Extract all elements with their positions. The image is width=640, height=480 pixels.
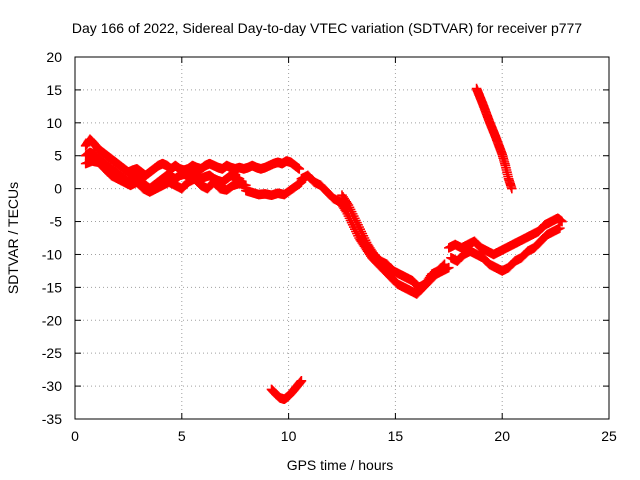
data-series — [446, 223, 565, 276]
y-tick-label: -30 — [42, 378, 62, 394]
y-axis-label: SDTVAR / TECUs — [5, 182, 21, 294]
data-point — [557, 216, 567, 227]
y-tick-label: -5 — [50, 214, 63, 230]
x-tick-label: 10 — [281, 428, 297, 444]
data-series — [241, 177, 307, 201]
y-tick-label: 0 — [54, 181, 62, 197]
chart-title: Day 166 of 2022, Sidereal Day-to-day VTE… — [72, 20, 582, 36]
y-tick-label: 15 — [46, 82, 62, 98]
data-series — [444, 213, 567, 260]
data-point — [555, 223, 565, 233]
x-tick-label: 5 — [178, 428, 186, 444]
y-tick-label: -25 — [42, 345, 62, 361]
data-series — [80, 134, 305, 181]
y-tick-label: -35 — [42, 411, 62, 427]
grid-layer — [75, 57, 609, 419]
data-point — [438, 260, 449, 271]
y-tick-label: 20 — [46, 49, 62, 65]
plot-frame — [74, 56, 610, 420]
data-point — [294, 164, 305, 174]
x-tick-label: 25 — [601, 428, 617, 444]
x-tick-label: 15 — [388, 428, 404, 444]
y-tick-label: -15 — [42, 279, 62, 295]
data-point — [507, 183, 517, 194]
x-tick-label: 20 — [494, 428, 510, 444]
y-tick-label: 5 — [54, 148, 62, 164]
data-series — [471, 83, 517, 194]
axes: 0 5 10 15 20 25 -35 -30 -25 -20 -15 -10 -5 0 5 10 15 20 — [42, 49, 617, 444]
data-point — [439, 259, 450, 270]
data-series — [337, 190, 450, 293]
y-tick-label: 10 — [46, 115, 62, 131]
data-series — [266, 376, 307, 405]
data-layer — [80, 83, 567, 405]
data-series — [80, 156, 251, 197]
y-tick-label: -20 — [42, 312, 62, 328]
x-tick-label: 0 — [71, 428, 79, 444]
y-tick-label: -10 — [42, 246, 62, 262]
data-point — [296, 376, 307, 386]
x-axis-label: GPS time / hours — [287, 457, 394, 473]
